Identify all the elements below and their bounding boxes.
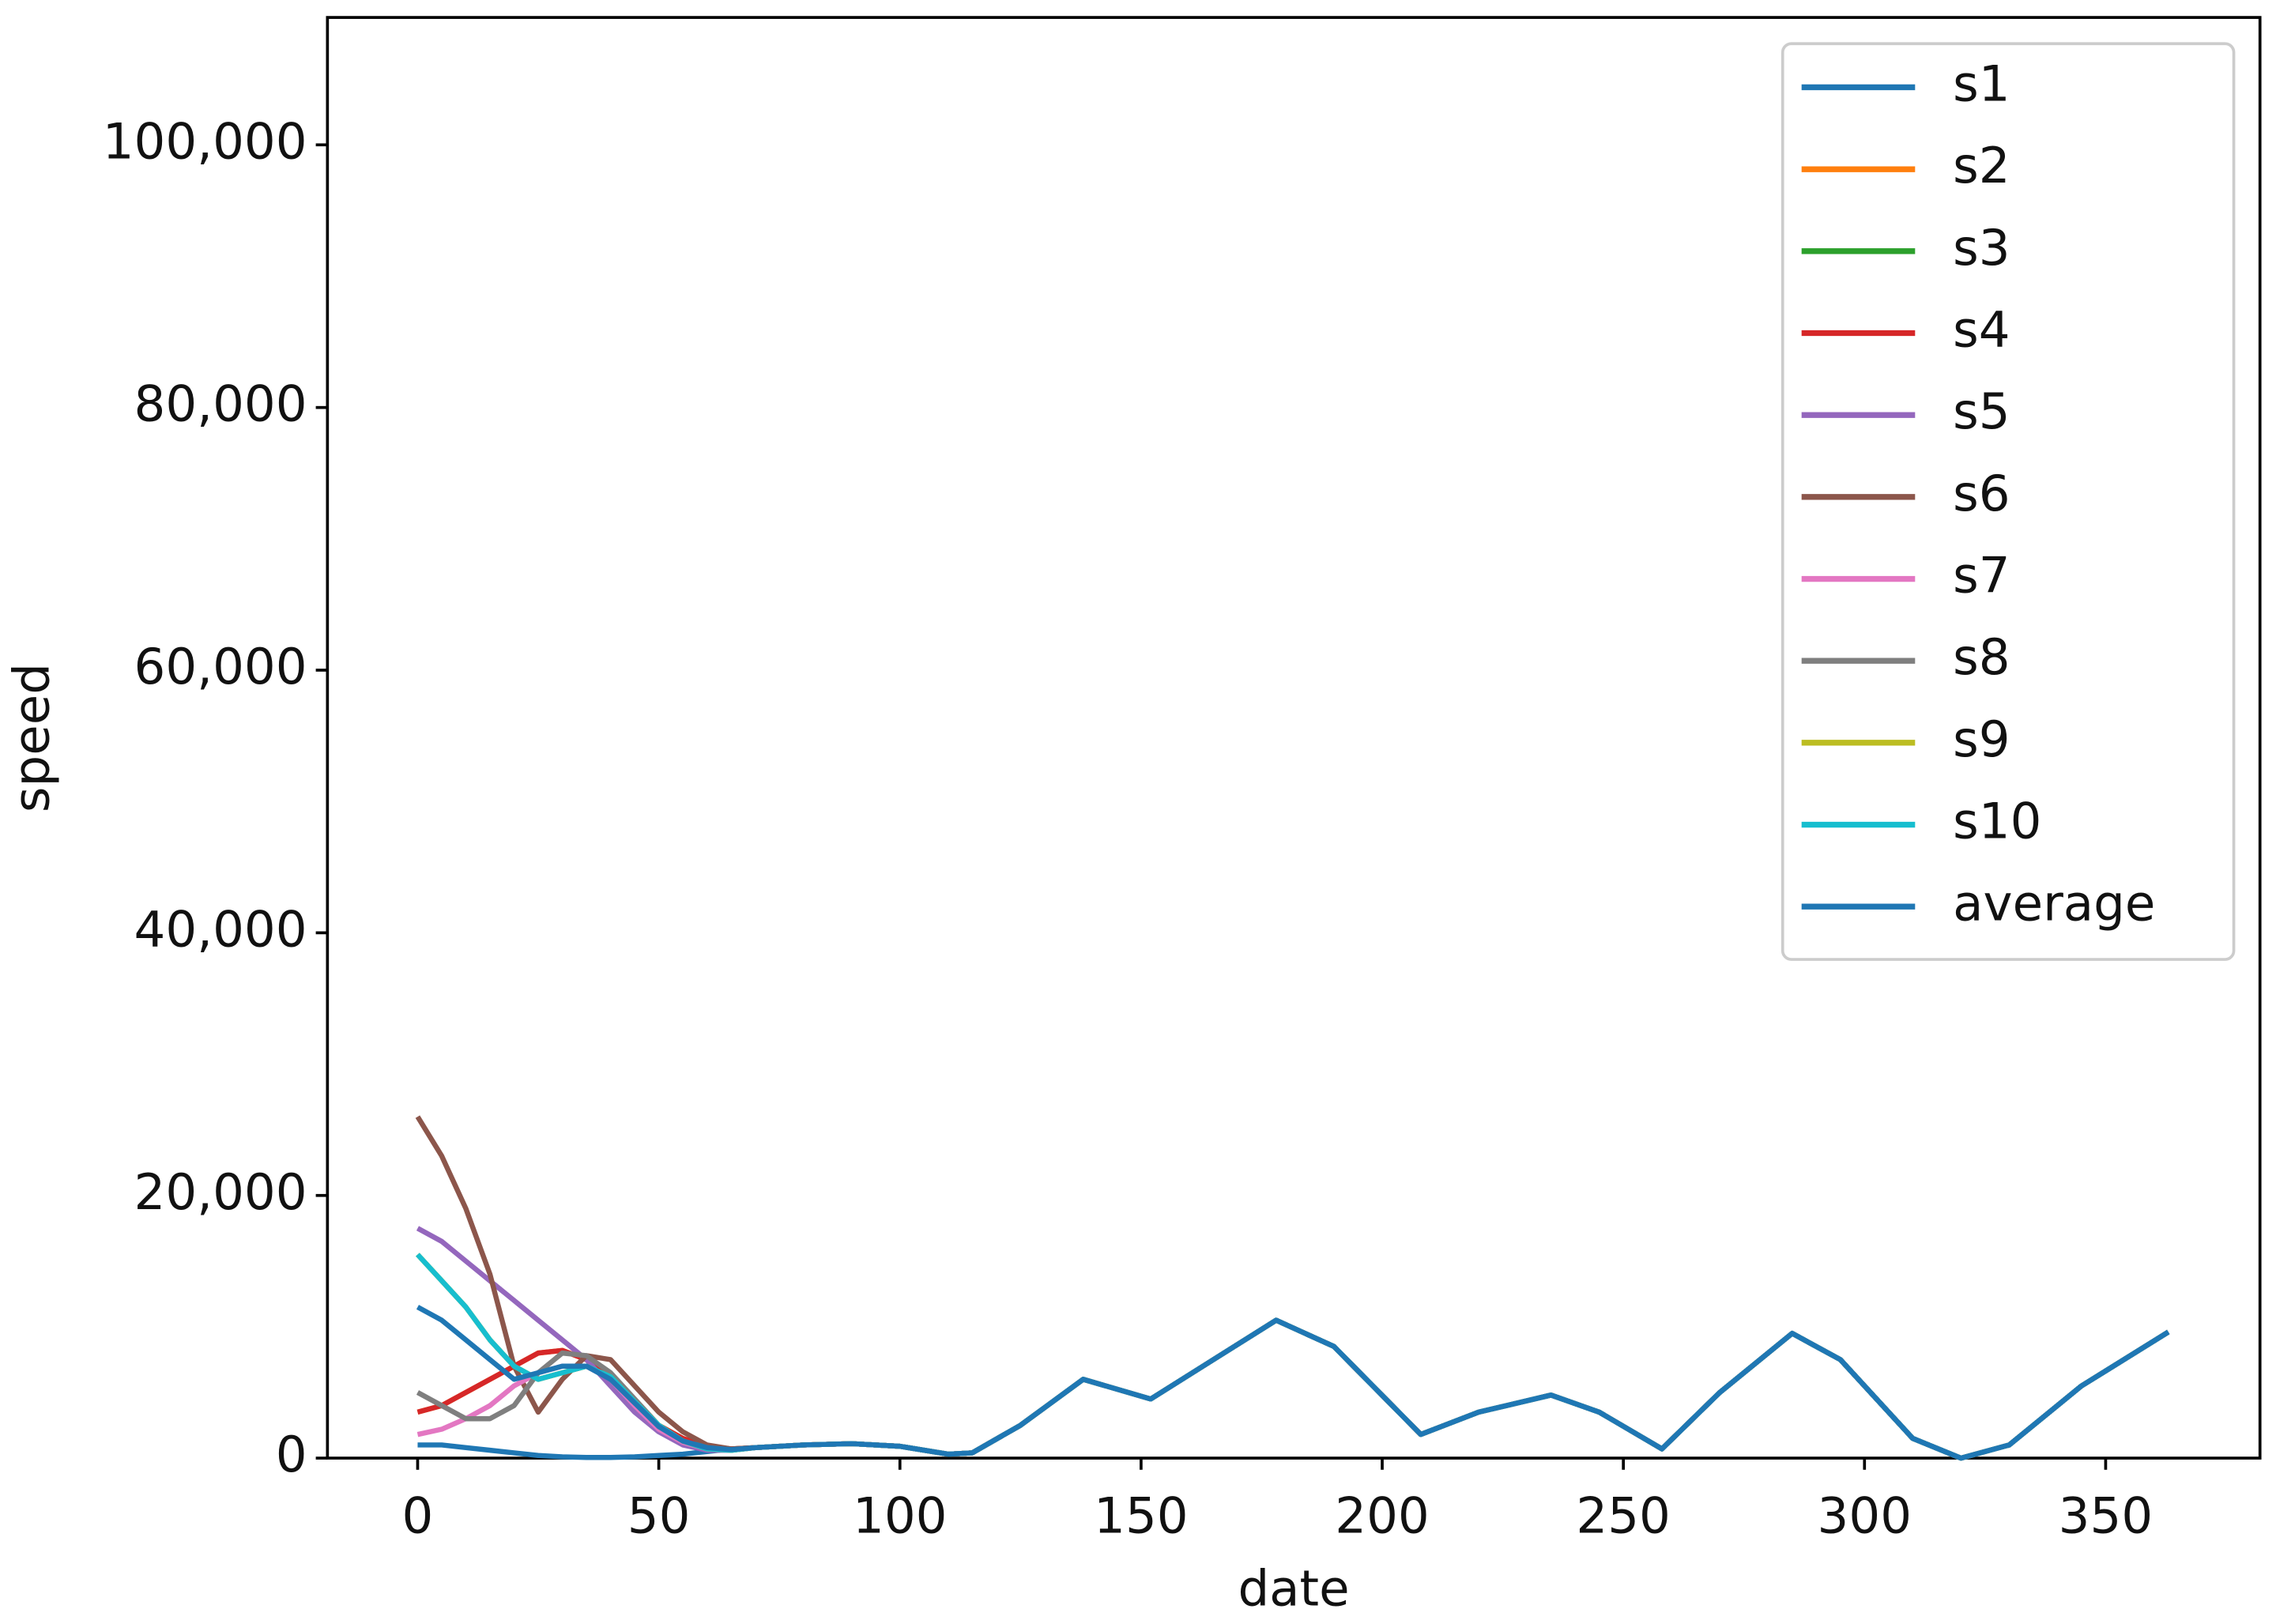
x-tick-label: 0 (402, 1486, 434, 1544)
legend-label: s5 (1953, 382, 2010, 440)
legend-label: s1 (1953, 55, 2010, 113)
legend-label: average (1953, 874, 2155, 932)
legend-label: s6 (1953, 465, 2010, 522)
x-axis-label: date (1238, 1560, 1349, 1618)
x-tick-label: 200 (1335, 1486, 1429, 1544)
legend-label: s10 (1953, 793, 2041, 850)
x-tick-label: 150 (1094, 1486, 1188, 1544)
plot-frame (326, 16, 2262, 1460)
y-tick-label: 100,000 (103, 112, 307, 170)
x-tick-label: 350 (2059, 1486, 2153, 1544)
series-line (416, 1305, 2170, 1461)
y-tick-label: 20,000 (134, 1163, 307, 1221)
legend-label: s9 (1953, 710, 2010, 768)
x-tick-label: 250 (1576, 1486, 1670, 1544)
y-tick-label: 0 (276, 1426, 307, 1483)
series-line (415, 1115, 2170, 1461)
x-tick-label: 300 (1818, 1486, 1912, 1544)
legend-label: s8 (1953, 628, 2010, 686)
legend-label: s2 (1953, 137, 2010, 194)
x-tick-label: 50 (627, 1486, 691, 1544)
series-line (416, 1226, 2170, 1461)
legend-label: s4 (1953, 301, 2010, 359)
legend-label: s3 (1953, 219, 2010, 277)
x-tick-label: 100 (853, 1486, 947, 1544)
y-axis-label: speed (2, 663, 60, 812)
y-tick-label: 80,000 (134, 375, 307, 433)
legend-box (1780, 42, 2236, 961)
y-tick-label: 60,000 (134, 638, 307, 695)
y-tick-label: 40,000 (134, 900, 307, 958)
legend-label: s7 (1953, 547, 2010, 605)
